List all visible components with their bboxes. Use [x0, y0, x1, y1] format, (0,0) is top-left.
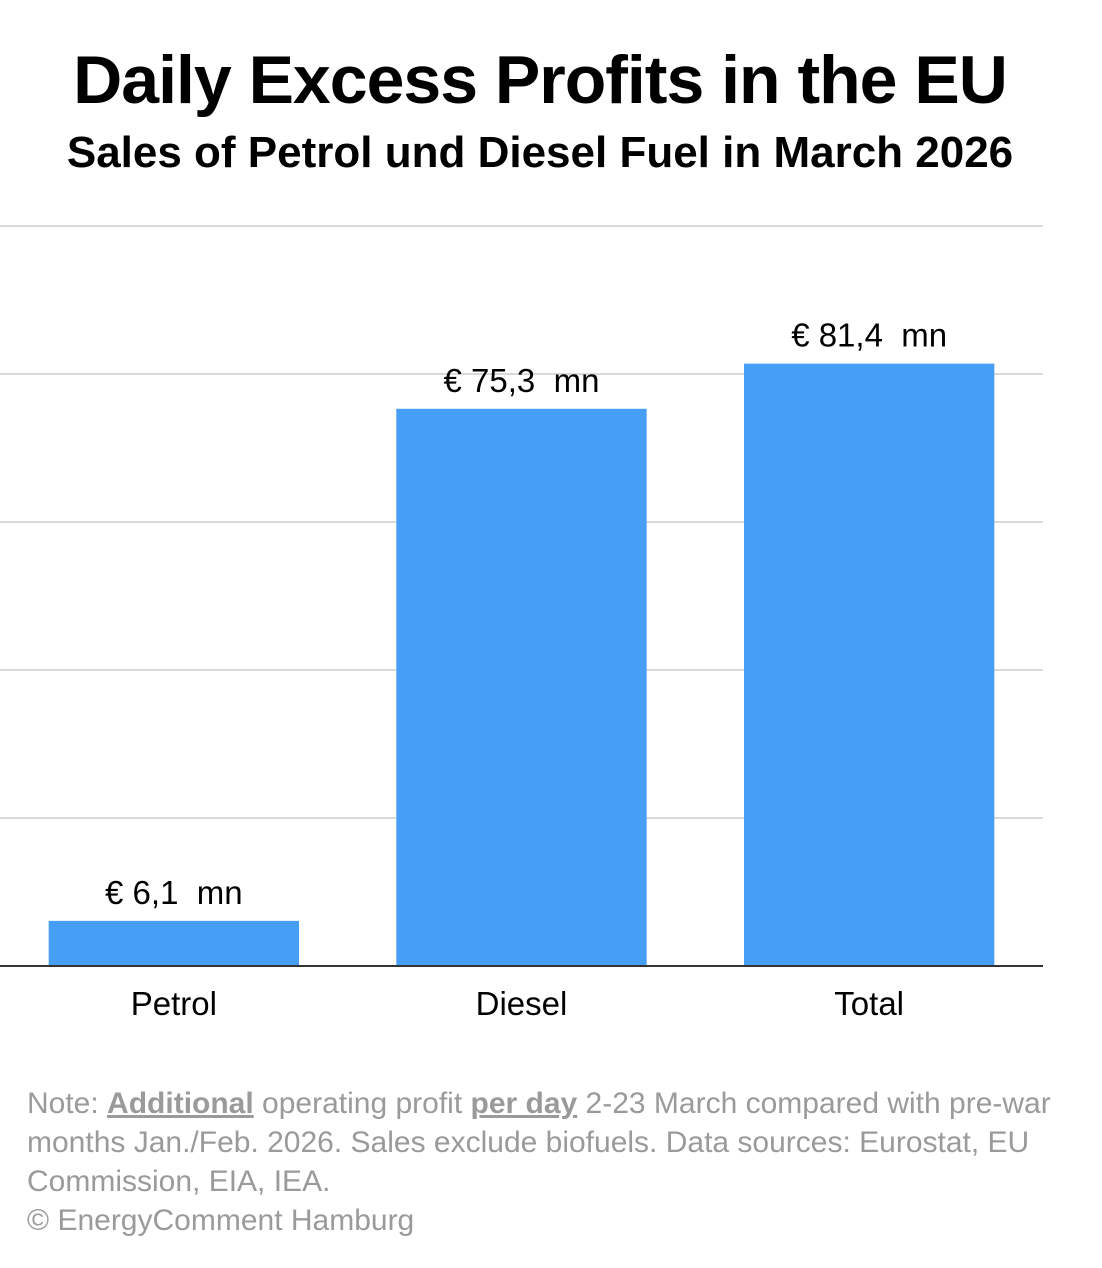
note-prefix: Note:	[27, 1087, 108, 1120]
chart-note: Note: Additional operating profit per da…	[27, 1084, 1087, 1240]
note-emphasis-per-day: per day	[470, 1087, 578, 1120]
chart-title: Daily Excess Profits in the EU	[73, 42, 1008, 118]
note-text-2: 2-23 March compared with pre-war months …	[27, 1087, 1051, 1198]
x-tick-label: Total	[834, 985, 904, 1022]
chart-subtitle: Sales of Petrol und Diesel Fuel in March…	[66, 128, 1014, 177]
bar-total	[744, 363, 995, 966]
bar-diesel	[396, 408, 647, 966]
bar-chart: € 6,1 mn Petrol € 75,3 mn Diesel € 81,4 mn To…	[0, 225, 1043, 1022]
copyright-text: © EnergyComment Hamburg	[27, 1204, 415, 1237]
x-tick-label: Diesel	[476, 985, 568, 1022]
data-label: € 75,3 mn	[444, 362, 600, 399]
note-text-1: operating profit	[253, 1087, 471, 1120]
x-tick-label: Petrol	[131, 985, 217, 1022]
data-label: € 6,1 mn	[105, 874, 243, 911]
note-emphasis-additional: Additional	[107, 1087, 254, 1120]
bar-petrol	[48, 920, 299, 966]
data-label: € 81,4 mn	[791, 317, 947, 354]
